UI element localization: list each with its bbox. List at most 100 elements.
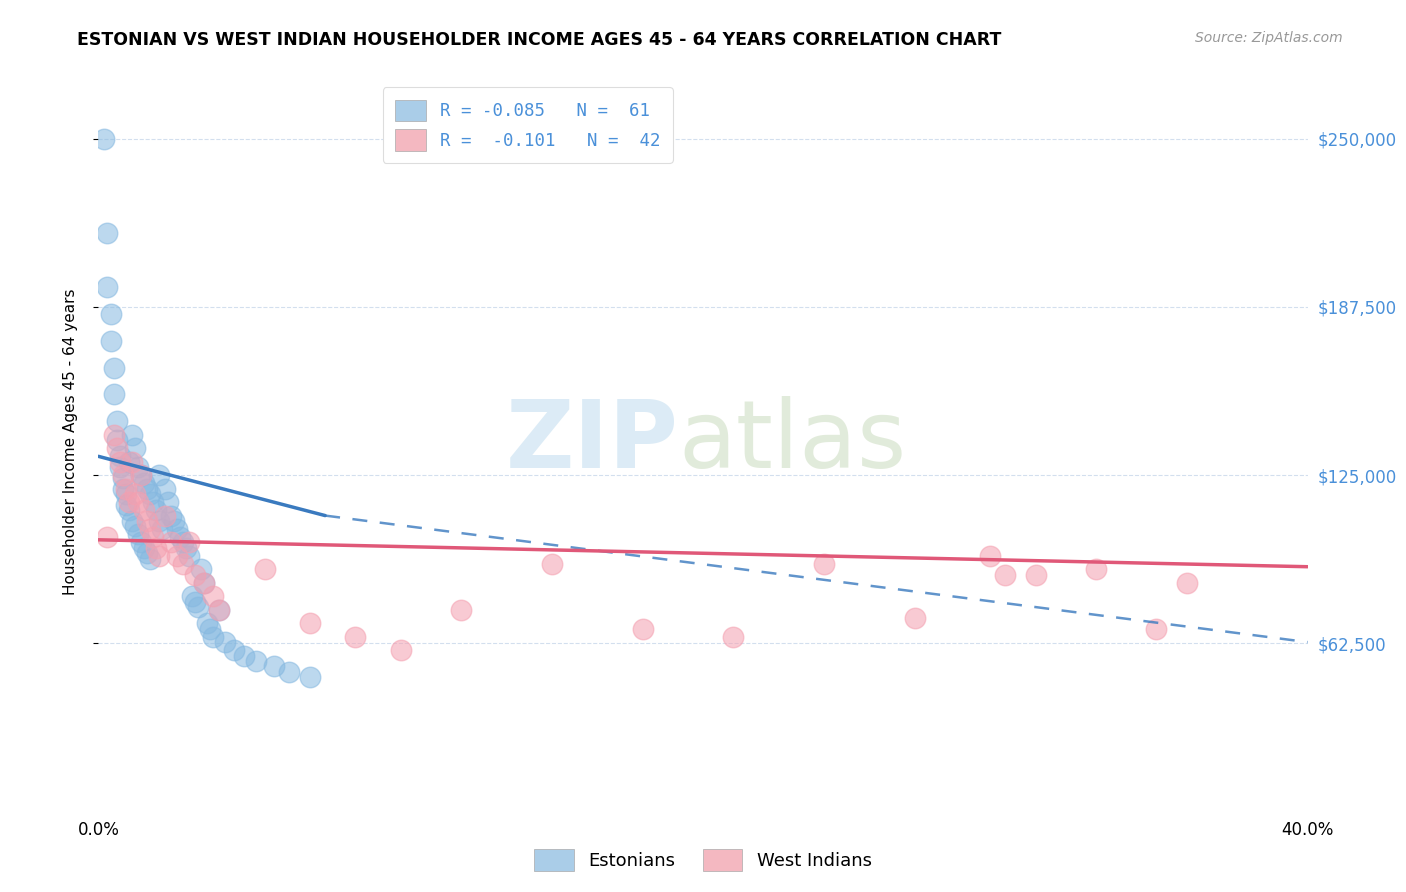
Point (450, 603, 472, 617)
Point (108, 450, 131, 464)
Point (153, 508, 176, 523)
Point (124, 442, 146, 456)
Point (224, 643, 246, 657)
Point (132, 541, 155, 555)
Point (723, 630, 745, 644)
Point (135, 514, 157, 528)
Point (169, 530, 191, 544)
Point (1144, 622, 1167, 636)
Point (153, 482, 176, 496)
Point (96, 226, 118, 240)
Point (172, 535, 194, 549)
Point (118, 503, 141, 517)
Point (121, 455, 143, 469)
Point (184, 567, 207, 582)
Point (150, 522, 173, 536)
Point (103, 387, 125, 401)
Point (139, 487, 162, 501)
Point (118, 495, 141, 509)
Point (540, 557, 562, 571)
Point (124, 519, 146, 533)
Point (103, 427, 125, 442)
Point (111, 468, 134, 483)
Point (127, 527, 149, 541)
Point (148, 468, 170, 483)
Point (114, 498, 136, 512)
Point (142, 495, 165, 509)
Point (160, 508, 183, 523)
Point (979, 549, 1001, 563)
Point (1175, 575, 1198, 590)
Point (103, 360, 125, 375)
Point (118, 455, 141, 469)
Point (208, 603, 231, 617)
Point (129, 535, 152, 549)
Text: Source: ZipAtlas.com: Source: ZipAtlas.com (1195, 31, 1343, 45)
Point (132, 476, 155, 491)
Point (172, 557, 194, 571)
Point (100, 334, 122, 348)
Point (96, 279, 118, 293)
Point (127, 460, 149, 475)
Point (166, 549, 188, 563)
Point (193, 575, 215, 590)
Point (232, 648, 254, 663)
Point (179, 549, 201, 563)
Point (105, 442, 128, 456)
Point (163, 514, 186, 528)
Point (127, 495, 149, 509)
Point (195, 616, 218, 631)
Point (187, 600, 209, 615)
Point (202, 630, 225, 644)
Y-axis label: Householder Income Ages 45 - 64 years: Householder Income Ages 45 - 64 years (63, 288, 77, 595)
Point (904, 611, 927, 625)
Point (299, 616, 322, 631)
Point (114, 482, 136, 496)
Legend: Estonians, West Indians: Estonians, West Indians (527, 842, 879, 879)
Point (208, 603, 231, 617)
Point (100, 307, 122, 321)
Point (121, 514, 143, 528)
Text: ESTONIAN VS WEST INDIAN HOUSEHOLDER INCOME AGES 45 - 64 YEARS CORRELATION CHART: ESTONIAN VS WEST INDIAN HOUSEHOLDER INCO… (77, 31, 1001, 49)
Point (93, 131, 115, 145)
Point (181, 590, 204, 604)
Point (148, 549, 170, 563)
Point (156, 495, 179, 509)
Point (1024, 567, 1046, 582)
Point (184, 595, 207, 609)
Point (148, 514, 170, 528)
Point (299, 670, 322, 684)
Point (132, 503, 155, 517)
Point (631, 622, 654, 636)
Point (200, 622, 222, 636)
Point (135, 546, 157, 560)
Point (129, 468, 152, 483)
Text: atlas: atlas (679, 395, 907, 488)
Point (190, 562, 212, 576)
Point (202, 590, 225, 604)
Point (1085, 562, 1108, 576)
Point (245, 654, 267, 668)
Point (193, 575, 215, 590)
Point (142, 530, 165, 544)
Point (253, 562, 276, 576)
Point (108, 455, 131, 469)
Point (160, 535, 183, 549)
Point (214, 635, 236, 649)
Point (139, 551, 162, 566)
Point (174, 541, 197, 555)
Text: ZIP: ZIP (506, 395, 679, 488)
Point (114, 487, 136, 501)
Point (124, 487, 146, 501)
Point (108, 460, 131, 475)
Point (96, 530, 118, 544)
Point (121, 427, 143, 442)
Legend: R = -0.085   N =  61, R =  -0.101   N =  42: R = -0.085 N = 61, R = -0.101 N = 42 (382, 87, 672, 163)
Point (813, 557, 835, 571)
Point (111, 471, 134, 485)
Point (179, 535, 201, 549)
Point (105, 433, 128, 447)
Point (105, 414, 128, 428)
Point (994, 567, 1017, 582)
Point (129, 468, 152, 483)
